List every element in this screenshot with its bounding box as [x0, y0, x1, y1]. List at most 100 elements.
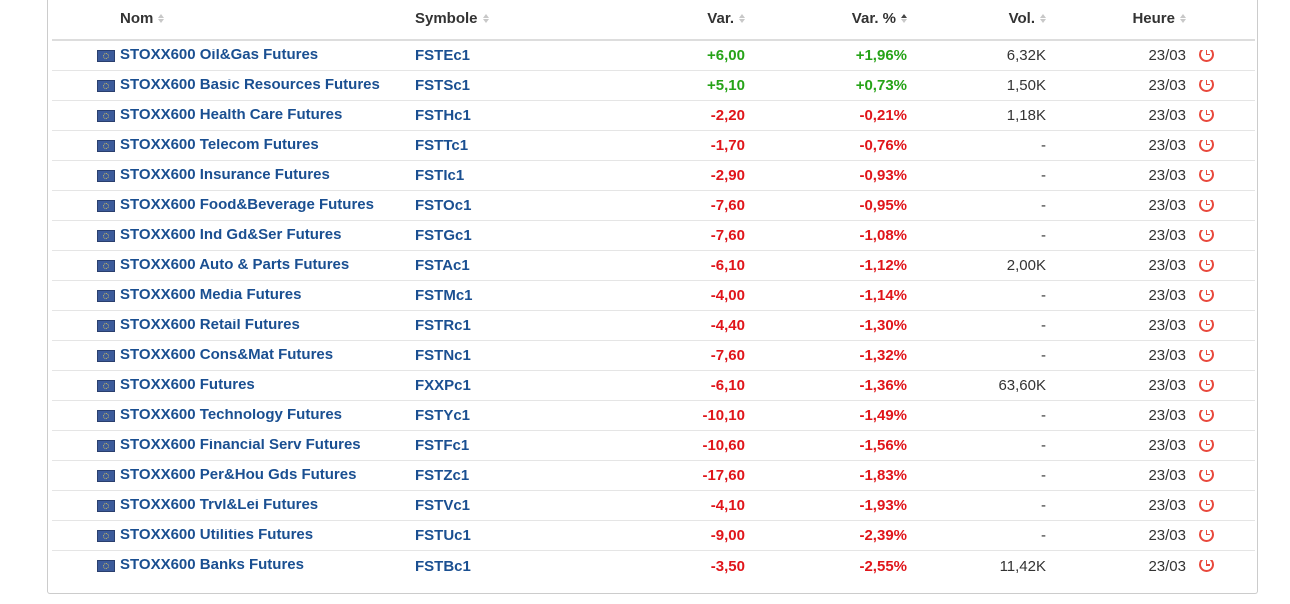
- instrument-symbol-link[interactable]: FSTBc1: [415, 557, 471, 575]
- clock-cell: [1186, 409, 1226, 422]
- name-cell: STOXX600 Utilities Futures: [120, 529, 415, 543]
- instrument-symbol-link[interactable]: FSTUc1: [415, 527, 471, 544]
- flag-cell: [52, 79, 120, 92]
- instrument-symbol-link[interactable]: FSTSc1: [415, 77, 471, 94]
- instrument-name-link[interactable]: STOXX600 Banks Futures: [120, 559, 304, 573]
- instrument-name-link[interactable]: STOXX600 Futures: [120, 378, 255, 393]
- change-percent: -2,55%: [859, 557, 907, 575]
- name-cell: STOXX600 Health Care Futures: [120, 109, 415, 123]
- instrument-symbol-link[interactable]: FSTZc1: [415, 467, 470, 484]
- flag-cell: [52, 379, 120, 392]
- table-row: STOXX600 Auto & Parts Futures FSTAc1 -6,10…: [52, 251, 1255, 281]
- instrument-name-link[interactable]: STOXX600 Cons&Mat Futures: [120, 348, 334, 363]
- table-row: STOXX600 Telecom Futures FSTTc1 -1,70 -0,76…: [52, 131, 1255, 161]
- column-header-var-pct[interactable]: Var. %: [745, 10, 907, 27]
- column-header-symbole-label: Symbole: [415, 10, 478, 27]
- column-header-vol[interactable]: Vol.: [907, 10, 1046, 27]
- instrument-symbol-link[interactable]: FSTIc1: [415, 167, 465, 184]
- column-header-symbole[interactable]: Symbole: [415, 10, 615, 27]
- instrument-symbol-link[interactable]: FXXPc1: [415, 377, 471, 394]
- time-value: 23/03: [1148, 257, 1186, 274]
- change-percent: -1,30%: [859, 317, 907, 334]
- symbol-cell: FSTBc1: [415, 558, 615, 575]
- instrument-name-link[interactable]: STOXX600 Retail Futures: [120, 318, 300, 333]
- symbol-cell: FXXPc1: [415, 377, 615, 394]
- instrument-symbol-link[interactable]: FSTHc1: [415, 107, 471, 124]
- volume-value: 6,32K: [1006, 47, 1046, 64]
- instrument-name-link[interactable]: STOXX600 Auto & Parts Futures: [120, 258, 350, 273]
- instrument-symbol-link[interactable]: FSTFc1: [415, 437, 470, 454]
- sort-icon: [158, 14, 165, 23]
- instrument-name-link[interactable]: STOXX600 Trvl&Lei Futures: [120, 498, 319, 513]
- eu-flag-icon: [97, 319, 115, 332]
- instrument-symbol-link[interactable]: FSTMc1: [415, 287, 473, 304]
- change-value: -10,10: [702, 407, 745, 424]
- change-percent: -0,21%: [859, 107, 907, 124]
- eu-flag-icon: [97, 469, 115, 482]
- name-cell: STOXX600 Per&Hou Gds Futures: [120, 469, 415, 483]
- clock-cell: [1186, 499, 1226, 512]
- table-row: STOXX600 Technology Futures FSTYc1 -10,10 -…: [52, 401, 1255, 431]
- instrument-symbol-link[interactable]: FSTNc1: [415, 347, 471, 364]
- flag-cell: [52, 109, 120, 122]
- change-value: -1,70: [710, 137, 745, 154]
- instrument-name-link[interactable]: STOXX600 Insurance Futures: [120, 168, 330, 183]
- instrument-name-link[interactable]: STOXX600 Basic Resources Futures: [120, 78, 380, 93]
- clock-cell: [1186, 439, 1226, 452]
- table-row: STOXX600 Retail Futures FSTRc1 -4,40 -1,30%…: [52, 311, 1255, 341]
- volume-value: -: [1041, 137, 1046, 154]
- change-value: -4,10: [710, 497, 745, 514]
- instrument-symbol-link[interactable]: FSTRc1: [415, 317, 471, 334]
- eu-flag-icon: [97, 289, 115, 302]
- clock-icon: [1198, 349, 1214, 362]
- instrument-name-link[interactable]: STOXX600 Ind Gd&Ser Futures: [120, 228, 342, 243]
- flag-cell: [52, 229, 120, 242]
- table-row: STOXX600 Media Futures FSTMc1 -4,00 -1,14% -…: [52, 281, 1255, 311]
- column-header-nom[interactable]: Nom: [120, 10, 415, 27]
- flag-cell: [52, 49, 120, 62]
- flag-cell: [52, 289, 120, 302]
- flag-cell: [52, 409, 120, 422]
- symbol-cell: FSTAc1: [415, 257, 615, 274]
- volume-value: -: [1041, 197, 1046, 214]
- name-cell: STOXX600 Oil&Gas Futures: [120, 49, 415, 63]
- instrument-symbol-link[interactable]: FSTEc1: [415, 47, 471, 64]
- instrument-name-link[interactable]: STOXX600 Food&Beverage Futures: [120, 198, 374, 213]
- column-header-nom-label: Nom: [120, 10, 154, 27]
- column-header-var[interactable]: Var.: [615, 10, 745, 27]
- eu-flag-icon: [97, 259, 115, 272]
- instrument-name-link[interactable]: STOXX600 Per&Hou Gds Futures: [120, 468, 357, 483]
- clock-icon: [1198, 560, 1214, 572]
- eu-flag-icon: [97, 109, 115, 122]
- eu-flag-icon: [97, 499, 115, 512]
- name-cell: STOXX600 Futures: [120, 379, 415, 393]
- instrument-symbol-link[interactable]: FSTTc1: [415, 137, 469, 154]
- flag-cell: [52, 139, 120, 152]
- instrument-symbol-link[interactable]: FSTGc1: [415, 227, 472, 244]
- symbol-cell: FSTRc1: [415, 317, 615, 334]
- table-body: STOXX600 Oil&Gas Futures FSTEc1 +6,00 +1,96…: [52, 41, 1255, 581]
- instrument-name-link[interactable]: STOXX600 Technology Futures: [120, 408, 342, 423]
- instrument-name-link[interactable]: STOXX600 Financial Serv Futures: [120, 438, 361, 453]
- instrument-name-link[interactable]: STOXX600 Utilities Futures: [120, 528, 314, 543]
- clock-icon: [1198, 169, 1214, 182]
- change-value: -17,60: [702, 467, 745, 484]
- symbol-cell: FSTFc1: [415, 437, 615, 454]
- instrument-symbol-link[interactable]: FSTOc1: [415, 197, 472, 214]
- clock-icon: [1198, 259, 1214, 272]
- instrument-name-link[interactable]: STOXX600 Telecom Futures: [120, 138, 319, 153]
- instrument-name-link[interactable]: STOXX600 Oil&Gas Futures: [120, 48, 319, 63]
- clock-cell: [1186, 229, 1226, 242]
- name-cell: STOXX600 Ind Gd&Ser Futures: [120, 229, 415, 243]
- clock-icon: [1198, 109, 1214, 122]
- column-header-heure[interactable]: Heure: [1046, 10, 1186, 27]
- instrument-name-link[interactable]: STOXX600 Health Care Futures: [120, 108, 343, 123]
- change-value: -7,60: [710, 227, 745, 244]
- time-value: 23/03: [1148, 287, 1186, 304]
- instrument-name-link[interactable]: STOXX600 Media Futures: [120, 288, 302, 303]
- volume-value: -: [1041, 167, 1046, 184]
- instrument-symbol-link[interactable]: FSTYc1: [415, 407, 471, 424]
- instrument-symbol-link[interactable]: FSTAc1: [415, 257, 470, 274]
- instrument-symbol-link[interactable]: FSTVc1: [415, 497, 471, 514]
- volume-value: -: [1041, 227, 1046, 244]
